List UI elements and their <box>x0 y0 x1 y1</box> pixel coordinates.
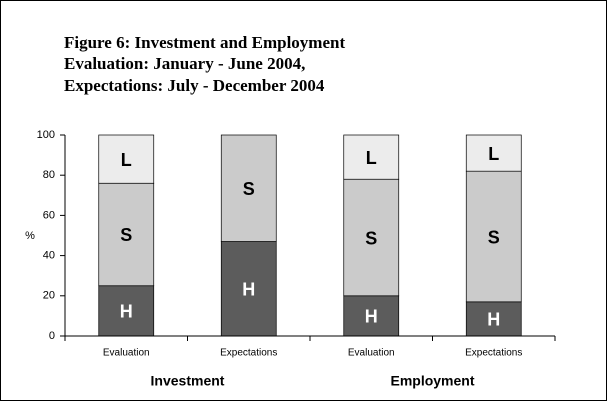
bar-segment <box>465 170 522 303</box>
chart-title: Evaluation: January - June 2004, <box>64 54 305 73</box>
segment-label: S <box>488 227 500 247</box>
segment-label: L <box>366 148 377 168</box>
segment-label: S <box>365 228 377 248</box>
segment-label: H <box>120 302 133 322</box>
segment-label: H <box>242 280 255 300</box>
bar-segment <box>98 182 155 287</box>
bar-segment <box>220 134 277 242</box>
group-label: Investment <box>151 373 225 389</box>
x-tick-label: Expectations <box>220 348 277 359</box>
segment-label: S <box>120 225 132 245</box>
bar-segment <box>465 301 522 337</box>
x-tick-label: Evaluation <box>103 348 150 359</box>
bar-segment <box>98 285 155 337</box>
y-tick-label: 0 <box>49 330 55 342</box>
y-tick-label: 100 <box>37 129 55 141</box>
bar-segment <box>220 241 277 337</box>
group-label: Employment <box>390 373 474 389</box>
y-tick-label: 20 <box>43 290 55 302</box>
y-tick-label: 40 <box>43 250 55 262</box>
bar-segment <box>98 134 155 184</box>
segment-label: L <box>488 144 499 164</box>
chart-title: Figure 6: Investment and Employment <box>64 33 345 52</box>
segment-label: L <box>121 150 132 170</box>
y-tick-label: 60 <box>43 209 55 221</box>
segment-label: H <box>487 310 500 330</box>
bar-segment <box>343 134 400 180</box>
segment-label: S <box>243 179 255 199</box>
segment-label: H <box>365 307 378 327</box>
y-tick-label: 80 <box>43 169 55 181</box>
bar-segment <box>465 134 522 172</box>
bar-segment <box>343 178 400 297</box>
chart-title: Expectations: July - December 2004 <box>64 76 325 95</box>
y-axis-label: % <box>25 230 35 242</box>
bar-segment <box>343 295 400 337</box>
x-tick-label: Expectations <box>465 348 522 359</box>
x-tick-label: Evaluation <box>348 348 395 359</box>
